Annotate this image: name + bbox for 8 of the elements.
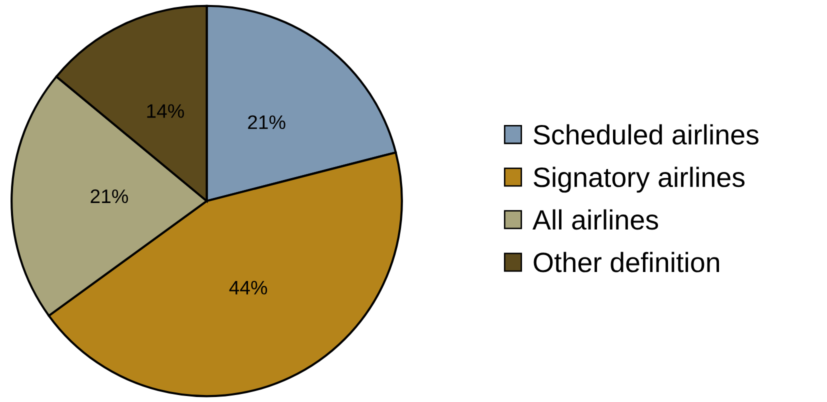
legend-label: Other definition	[534, 252, 720, 272]
data-label: 21%	[90, 189, 128, 204]
legend-label: Scheduled airlines	[534, 124, 758, 145]
legend-label: Signatory airlines	[534, 166, 744, 193]
data-label: 14%	[147, 104, 184, 118]
legend-label: All airlines	[532, 209, 658, 230]
data-label: 44%	[229, 280, 268, 294]
data-label: 21%	[248, 115, 286, 130]
